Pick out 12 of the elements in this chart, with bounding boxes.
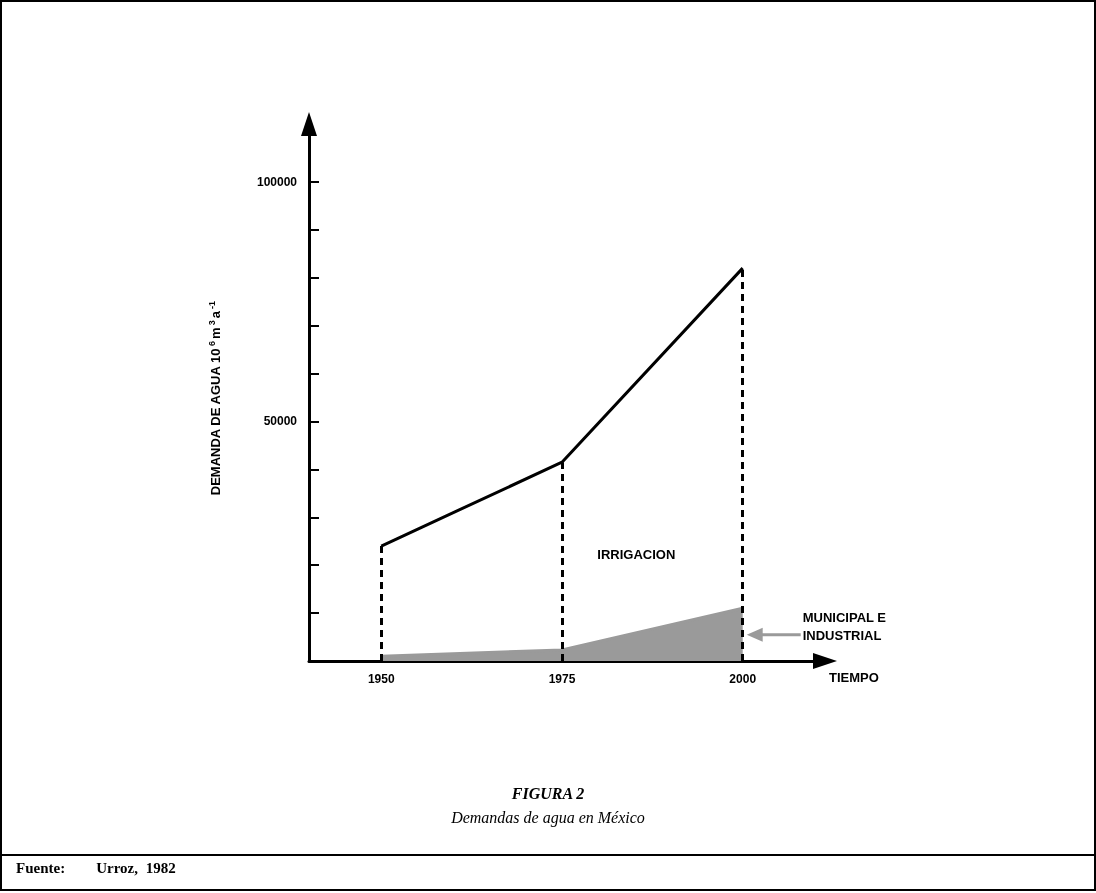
series-label: IRRIGACION: [597, 547, 676, 563]
x-axis-title: TIEMPO: [829, 670, 879, 685]
y-axis-title: DEMANDA DE AGUA 106m3a-1: [206, 301, 223, 496]
y-tick-label: 100000: [256, 174, 298, 189]
x-tick-label: 1975: [548, 672, 576, 686]
legend-label: MUNICIPAL E INDUSTRIAL: [802, 610, 890, 644]
x-tick-label: 1950: [367, 672, 395, 686]
y-tick-label: 50000: [263, 414, 298, 429]
source-note: Fuente: Urroz, 1982: [16, 860, 176, 877]
text: FIGURA 2: [510, 784, 585, 802]
text: Demandas de agua en México: [450, 808, 645, 827]
x-tick-label: 2000: [729, 672, 757, 686]
